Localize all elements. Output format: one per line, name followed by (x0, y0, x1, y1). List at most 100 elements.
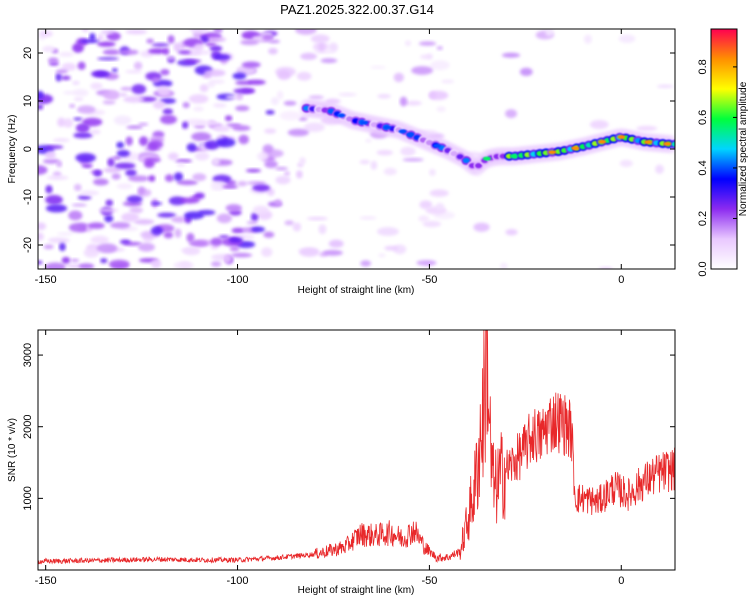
noise-blob (107, 157, 115, 167)
spectrogram-y-axis-label: Frequency (Hz) (7, 115, 18, 184)
noise-blob (184, 211, 205, 220)
noise-blob (75, 123, 90, 133)
x-tick-label: 0 (618, 575, 624, 587)
snr-series-line (38, 330, 675, 565)
noise-blob (199, 84, 209, 93)
noise-blob (359, 159, 371, 165)
noise-blob (151, 43, 170, 47)
colorbar-tick-label: 0.0 (697, 261, 709, 276)
ridge-peak (617, 135, 626, 139)
noise-blob (105, 199, 114, 207)
noise-blob (314, 49, 335, 54)
noise-blob (68, 222, 91, 233)
noise-blob (264, 160, 278, 169)
noise-blob (77, 195, 92, 200)
noise-blob (148, 175, 156, 182)
noise-blob (42, 45, 56, 53)
noise-blob (441, 79, 455, 84)
noise-blob (167, 152, 179, 161)
noise-blob (229, 246, 240, 252)
noise-blob (231, 252, 253, 258)
noise-blob (215, 137, 236, 148)
noise-blob (308, 95, 324, 100)
noise-blob (202, 74, 212, 79)
noise-blob (53, 138, 70, 143)
noise-blob (46, 175, 69, 181)
noise-blob (44, 262, 66, 269)
noise-blob (110, 262, 129, 269)
noise-blob (209, 45, 223, 52)
noise-blob (377, 94, 391, 99)
noise-blob (218, 235, 230, 239)
noise-blob (114, 162, 136, 170)
noise-blob (247, 79, 266, 85)
noise-blob (274, 199, 282, 206)
noise-blob (152, 100, 166, 110)
noise-blob (175, 159, 193, 163)
noise-blob (505, 229, 518, 236)
noise-blob (97, 41, 116, 47)
ridge-core (475, 163, 483, 169)
ridge-core (456, 154, 464, 160)
noise-blob (246, 220, 258, 225)
noise-blob (43, 244, 54, 250)
noise-blob (139, 96, 157, 102)
noise-blob (191, 132, 212, 142)
ridge-peak (663, 141, 672, 146)
noise-blob (241, 61, 261, 69)
noise-blob (79, 39, 100, 44)
noise-blob (404, 40, 412, 47)
noise-blob (193, 43, 204, 52)
noise-blob (393, 72, 405, 83)
noise-blob (246, 181, 267, 185)
noise-blob (636, 125, 658, 131)
noise-blob (303, 122, 325, 133)
noise-blob (113, 115, 132, 126)
noise-blob (129, 207, 144, 214)
noise-blob (212, 103, 227, 108)
ridge-peak (398, 129, 407, 134)
noise-blob (143, 159, 155, 169)
colorbar-scale (711, 29, 737, 269)
noise-blob (435, 202, 445, 212)
noise-blob (320, 58, 338, 64)
noise-blob (104, 214, 114, 223)
colorbar-ticks: 0.0 0.2 0.4 0.6 0.8 (697, 28, 738, 277)
noise-blob (125, 169, 137, 177)
noise-blob (201, 50, 211, 55)
noise-blob (47, 237, 70, 244)
noise-blob (223, 254, 233, 264)
noise-blob (211, 157, 220, 166)
noise-blob (238, 134, 249, 145)
noise-blob (146, 38, 154, 44)
noise-blob (253, 205, 269, 215)
noise-blob (116, 183, 133, 190)
ridge-core (462, 157, 470, 164)
noise-blob (97, 57, 119, 61)
spectrogram-signal-ridge (299, 99, 675, 176)
y-tick-label: 10 (22, 95, 34, 107)
noise-blob (500, 262, 508, 269)
noise-blob (429, 189, 449, 197)
noise-blob (73, 117, 83, 121)
noise-blob (116, 149, 130, 157)
noise-blob (106, 31, 121, 41)
noise-blob (399, 96, 408, 107)
noise-blob (168, 196, 186, 206)
noise-blob (411, 66, 434, 75)
noise-blob (205, 36, 227, 43)
noise-blob (90, 70, 108, 78)
noise-blob (45, 150, 56, 160)
noise-blob (270, 97, 280, 106)
noise-blob (70, 258, 80, 263)
noise-blob (121, 212, 140, 222)
noise-blob (193, 106, 204, 112)
noise-blob (225, 204, 242, 212)
noise-blob (38, 93, 54, 104)
noise-blob (279, 111, 302, 121)
ridge-peak (644, 140, 653, 145)
noise-blob (152, 77, 160, 83)
noise-blob (176, 180, 198, 186)
noise-blob (123, 95, 145, 103)
noise-blob (173, 42, 182, 52)
